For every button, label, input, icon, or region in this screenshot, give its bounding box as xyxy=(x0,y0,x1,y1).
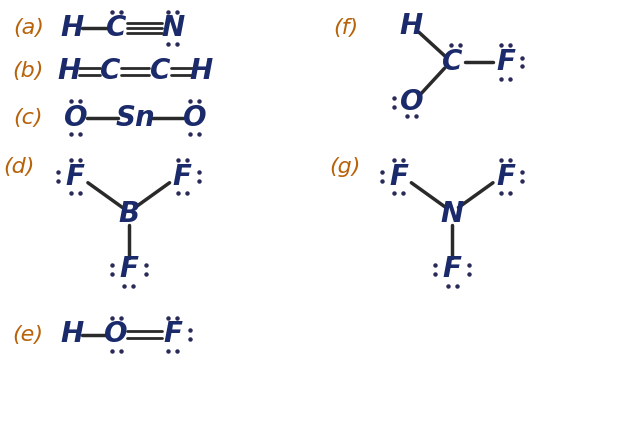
Text: (a): (a) xyxy=(13,18,44,38)
Text: F: F xyxy=(496,48,515,76)
Text: H: H xyxy=(57,57,81,85)
Text: B: B xyxy=(118,200,139,228)
Text: (b): (b) xyxy=(13,61,44,81)
Text: C: C xyxy=(150,57,170,85)
Text: F: F xyxy=(163,321,182,348)
Text: (g): (g) xyxy=(330,157,361,177)
Text: H: H xyxy=(399,12,423,40)
Text: N: N xyxy=(161,14,185,42)
Text: C: C xyxy=(106,14,126,42)
Text: O: O xyxy=(399,88,423,116)
Text: O: O xyxy=(104,321,128,348)
Text: (c): (c) xyxy=(14,107,43,128)
Text: F: F xyxy=(119,256,138,284)
Text: O: O xyxy=(183,103,207,132)
Text: H: H xyxy=(60,321,84,348)
Text: H: H xyxy=(60,14,84,42)
Text: F: F xyxy=(173,162,192,190)
Text: (f): (f) xyxy=(333,18,358,38)
Text: O: O xyxy=(63,103,87,132)
Text: (e): (e) xyxy=(13,325,44,344)
Text: F: F xyxy=(389,162,408,190)
Text: H: H xyxy=(189,57,213,85)
Text: F: F xyxy=(496,162,515,190)
Text: F: F xyxy=(443,256,462,284)
Text: Sn: Sn xyxy=(115,103,155,132)
Text: C: C xyxy=(442,48,462,76)
Text: F: F xyxy=(66,162,85,190)
Text: N: N xyxy=(440,200,464,228)
Text: (d): (d) xyxy=(3,157,35,177)
Text: C: C xyxy=(100,57,120,85)
